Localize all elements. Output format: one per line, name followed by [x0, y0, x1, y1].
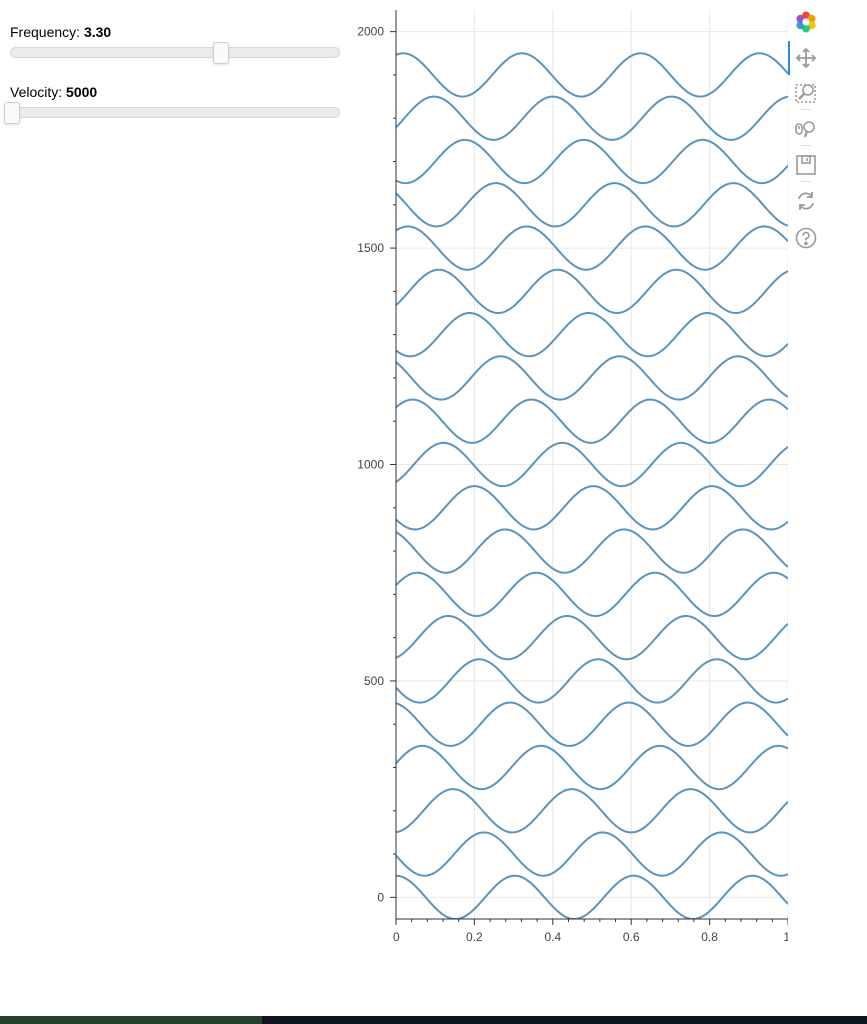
velocity-label-row: Velocity: 5000	[10, 83, 342, 101]
wave-curve	[396, 744, 788, 791]
frequency-slider-group: Frequency: 3.30	[10, 23, 342, 64]
save-icon[interactable]	[794, 153, 818, 177]
wave-curve	[396, 138, 788, 185]
x-axis: 0 0.2 0.4 0.6 0.8 1	[393, 918, 788, 944]
x-tick-label: 0.4	[544, 930, 561, 944]
reset-icon[interactable]	[794, 189, 818, 213]
toolbar-separator	[801, 145, 811, 146]
y-tick-label: 500	[364, 674, 384, 688]
x-tick-label: 1	[783, 930, 788, 944]
wave-curve	[396, 874, 788, 919]
wave-curve	[396, 441, 788, 488]
wave-curve	[396, 571, 788, 618]
taskbar	[0, 1016, 867, 1024]
velocity-slider-handle[interactable]	[4, 102, 20, 124]
y-tick-label: 1000	[357, 458, 384, 472]
y-axis: 0 500 1000 1500 2000	[357, 10, 397, 919]
wave-curve	[396, 528, 788, 574]
frequency-slider-handle[interactable]	[212, 42, 229, 64]
wave-curve	[396, 52, 788, 98]
x-tick-label: 0.2	[466, 930, 483, 944]
pan-icon[interactable]	[794, 46, 818, 70]
velocity-label: Velocity:	[10, 84, 63, 100]
wave-curve	[396, 95, 788, 141]
toolbar-separator	[801, 109, 811, 110]
wave-curve	[396, 831, 788, 877]
y-tick-label: 2000	[357, 25, 384, 39]
help-icon[interactable]	[794, 226, 818, 250]
velocity-slider-group: Velocity: 5000	[4, 83, 342, 124]
toolbar-separator	[801, 181, 811, 182]
y-tick-label: 1500	[357, 241, 384, 255]
wave-curve	[396, 182, 788, 228]
frequency-label-row: Frequency: 3.30	[10, 23, 342, 41]
wave-curve	[396, 268, 788, 315]
frequency-value: 3.30	[83, 24, 112, 40]
plot-curves	[396, 52, 788, 919]
wave-curve	[396, 225, 788, 271]
wheel-zoom-icon[interactable]	[794, 117, 818, 141]
bokeh-logo-icon[interactable]	[794, 10, 818, 34]
velocity-value: 5000	[66, 84, 98, 100]
box-zoom-icon[interactable]	[794, 81, 818, 105]
taskbar-active-item[interactable]	[0, 1016, 262, 1024]
x-tick-label: 0.8	[701, 930, 718, 944]
wave-curve	[396, 485, 788, 531]
wave-curve	[396, 788, 788, 834]
frequency-label: Frequency:	[10, 24, 81, 40]
wave-plot[interactable]: 0 500 1000 1500 2000 0 0.2 0.4 0.6 0.8 1	[340, 0, 788, 960]
wave-curve	[396, 311, 788, 358]
x-tick-label: 0.6	[623, 930, 640, 944]
wave-curve	[396, 658, 788, 704]
wave-curve	[396, 398, 788, 444]
wave-curve	[396, 355, 788, 401]
frequency-slider-track[interactable]	[10, 47, 340, 58]
x-tick-label: 0	[393, 930, 400, 944]
wave-curve	[396, 614, 788, 661]
y-tick-label: 0	[377, 890, 384, 904]
velocity-slider-track[interactable]	[10, 107, 340, 118]
wave-curve	[396, 701, 788, 747]
active-tool-indicator	[788, 41, 790, 75]
